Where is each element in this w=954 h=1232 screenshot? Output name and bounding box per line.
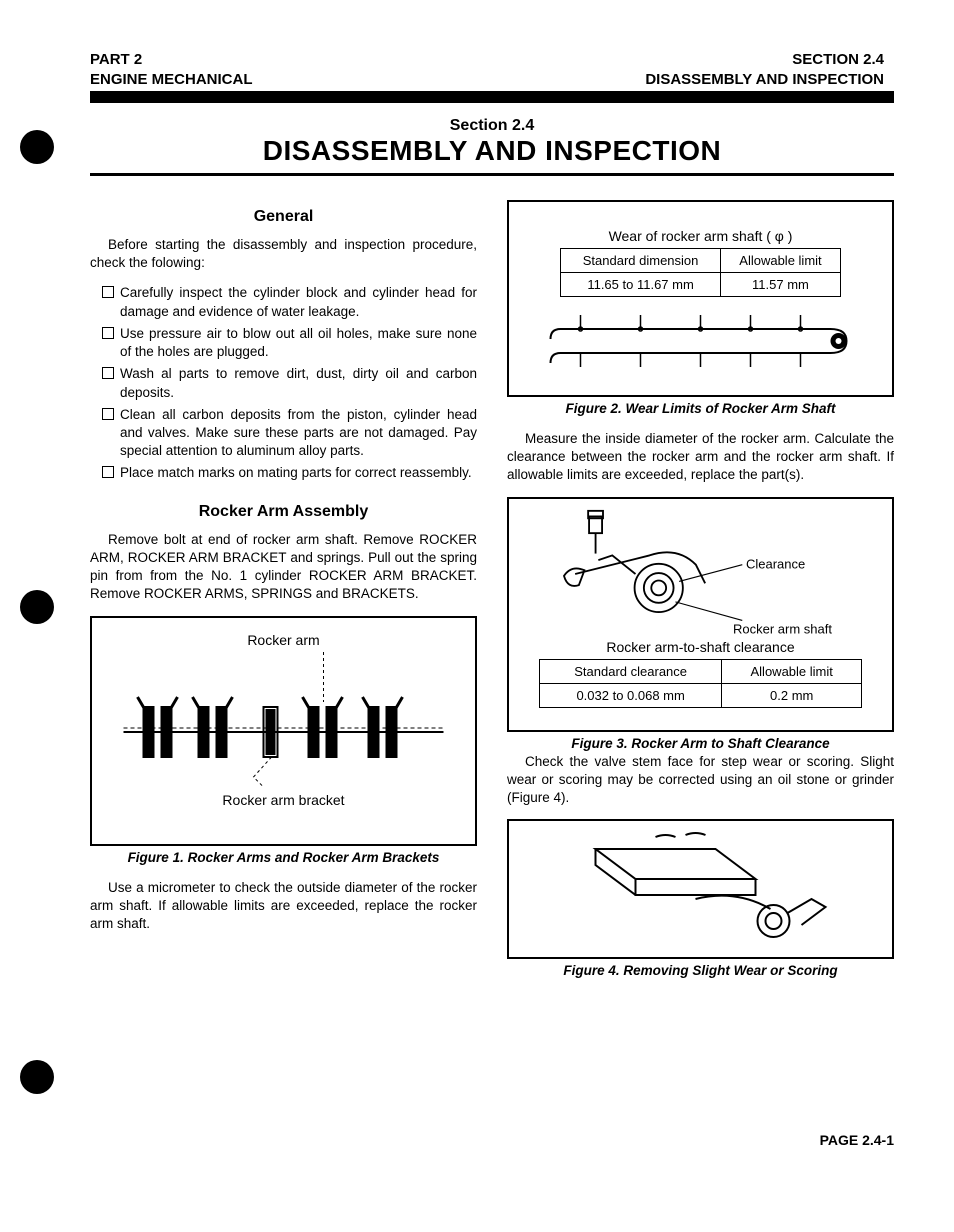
page-footer: PAGE 2.4-1 bbox=[820, 1132, 894, 1148]
section-title: DISASSEMBLY AND INSPECTION bbox=[90, 135, 894, 167]
fig1-caption: Figure 1. Rocker Arms and Rocker Arm Bra… bbox=[90, 850, 477, 865]
header-right: SECTION 2.4 DISASSEMBLY AND INSPECTION bbox=[645, 50, 884, 89]
fig3-v2: 0.2 mm bbox=[722, 683, 862, 707]
checkbox-icon bbox=[102, 408, 114, 420]
check-item: Use pressure air to blow out all oil hol… bbox=[102, 325, 477, 361]
right-column: Wear of rocker arm shaft ( φ ) Standard … bbox=[507, 200, 894, 992]
fig3-caption: Figure 3. Rocker Arm to Shaft Clearance bbox=[507, 736, 894, 751]
page-header: PART 2 ENGINE MECHANICAL SECTION 2.4 DIS… bbox=[90, 50, 894, 89]
fig4-caption: Figure 4. Removing Slight Wear or Scorin… bbox=[507, 963, 894, 978]
fig3-v1: 0.032 to 0.068 mm bbox=[539, 683, 721, 707]
section-number: Section 2.4 bbox=[90, 117, 894, 135]
check-item: Wash al parts to remove dirt, dust, dirt… bbox=[102, 365, 477, 401]
fig3-table: Standard clearanceAllowable limit 0.032 … bbox=[539, 659, 862, 708]
check-item: Carefully inspect the cylinder block and… bbox=[102, 284, 477, 320]
punch-hole bbox=[20, 130, 54, 164]
general-checklist: Carefully inspect the cylinder block and… bbox=[102, 284, 477, 482]
check-text: Wash al parts to remove dirt, dust, dirt… bbox=[120, 365, 477, 401]
checkbox-icon bbox=[102, 367, 114, 379]
figure-1: Rocker arm bbox=[90, 616, 477, 846]
fig2-caption: Figure 2. Wear Limits of Rocker Arm Shaf… bbox=[507, 401, 894, 416]
header-left-line2: ENGINE MECHANICAL bbox=[90, 70, 253, 90]
punch-hole bbox=[20, 1060, 54, 1094]
fig4-diagram bbox=[517, 829, 884, 949]
title-block: Section 2.4 DISASSEMBLY AND INSPECTION bbox=[90, 117, 894, 167]
header-left: PART 2 ENGINE MECHANICAL bbox=[90, 50, 253, 89]
title-rule bbox=[90, 173, 894, 176]
fig2-title: Wear of rocker arm shaft ( φ ) bbox=[525, 228, 876, 244]
fig3-h1: Standard clearance bbox=[539, 659, 721, 683]
fig3-diagram: Clearance Rocker arm shaft bbox=[521, 509, 880, 639]
rocker-p1: Remove bolt at end of rocker arm shaft. … bbox=[90, 531, 477, 604]
header-left-line1: PART 2 bbox=[90, 50, 253, 70]
check-text: Carefully inspect the cylinder block and… bbox=[120, 284, 477, 320]
checkbox-icon bbox=[102, 466, 114, 478]
fig3-label-shaft: Rocker arm shaft bbox=[733, 621, 832, 636]
fig3-tbl-title: Rocker arm-to-shaft clearance bbox=[521, 639, 880, 655]
checkbox-icon bbox=[102, 286, 114, 298]
fig1-diagram bbox=[102, 652, 465, 792]
fig2-h1: Standard dimension bbox=[561, 249, 721, 273]
checkbox-icon bbox=[102, 327, 114, 339]
fig1-label-top: Rocker arm bbox=[102, 632, 465, 648]
header-right-line1: SECTION 2.4 bbox=[645, 50, 884, 70]
figure-3: Clearance Rocker arm shaft Rocker arm-to… bbox=[507, 497, 894, 732]
general-heading: General bbox=[90, 208, 477, 226]
fig3-label-clearance: Clearance bbox=[746, 556, 805, 571]
header-rule bbox=[90, 91, 894, 103]
figure-2: Wear of rocker arm shaft ( φ ) Standard … bbox=[507, 200, 894, 397]
check-text: Clean all carbon deposits from the pisto… bbox=[120, 406, 477, 461]
rocker-heading: Rocker Arm Assembly bbox=[90, 503, 477, 521]
check-item: Clean all carbon deposits from the pisto… bbox=[102, 406, 477, 461]
fig2-h2: Allowable limit bbox=[721, 249, 841, 273]
header-right-line2: DISASSEMBLY AND INSPECTION bbox=[645, 70, 884, 90]
fig2-v2: 11.57 mm bbox=[721, 273, 841, 297]
fig2-diagram bbox=[525, 309, 876, 379]
left-column: General Before starting the disassembly … bbox=[90, 200, 477, 992]
general-intro: Before starting the disassembly and insp… bbox=[90, 236, 477, 272]
fig3-h2: Allowable limit bbox=[722, 659, 862, 683]
check-text: Use pressure air to blow out all oil hol… bbox=[120, 325, 477, 361]
measure-para: Measure the inside diameter of the rocke… bbox=[507, 430, 894, 485]
check-para: Check the valve stem face for step wear … bbox=[507, 753, 894, 808]
punch-hole bbox=[20, 590, 54, 624]
check-text: Place match marks on mating parts for co… bbox=[120, 464, 472, 482]
check-item: Place match marks on mating parts for co… bbox=[102, 464, 477, 482]
figure-4 bbox=[507, 819, 894, 959]
fig1-label-bottom: Rocker arm bracket bbox=[102, 792, 465, 808]
fig2-v1: 11.65 to 11.67 mm bbox=[561, 273, 721, 297]
fig2-table: Standard dimensionAllowable limit 11.65 … bbox=[560, 248, 841, 297]
rocker-p2: Use a micrometer to check the outside di… bbox=[90, 879, 477, 934]
